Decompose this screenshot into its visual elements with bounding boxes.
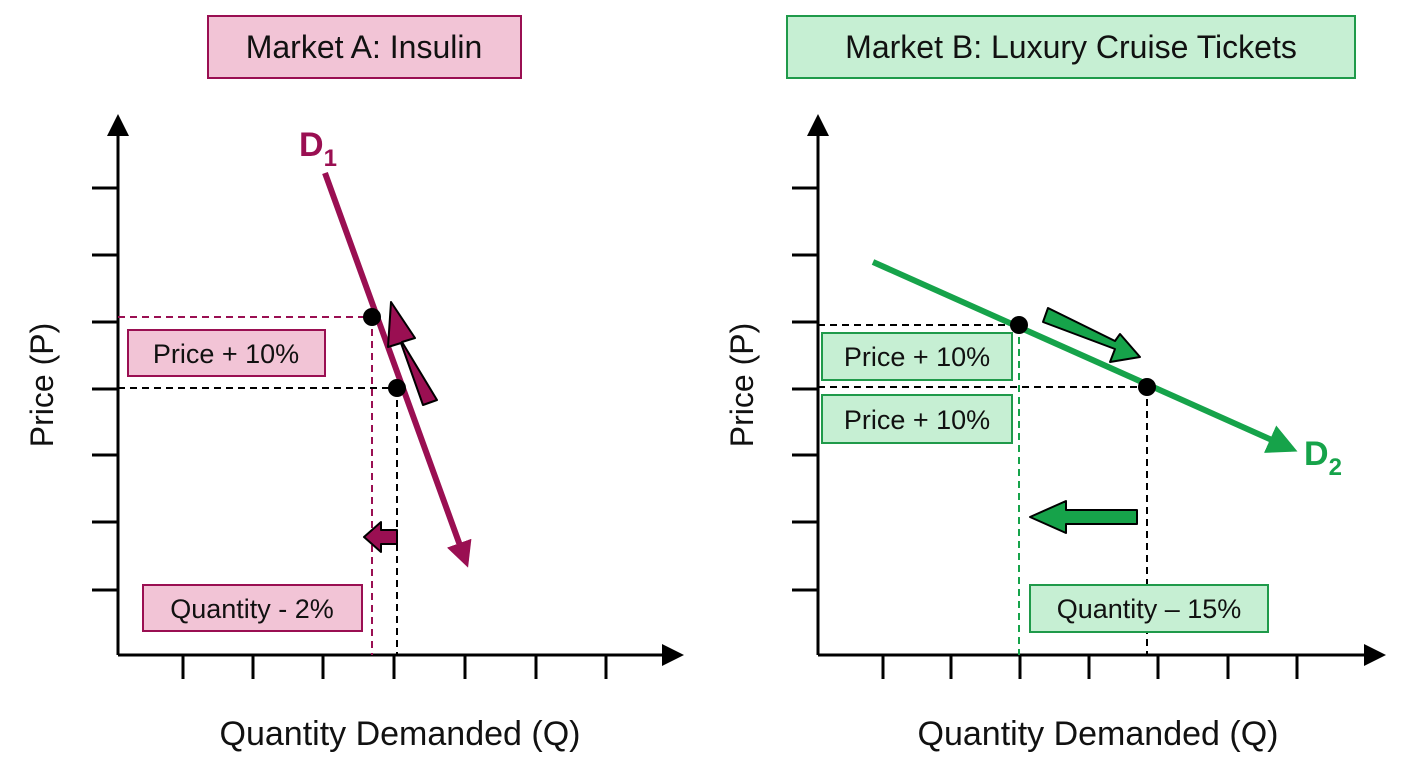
market-a-point-low-price [388, 379, 406, 397]
market-a-point-high-price [363, 308, 381, 326]
market-b-x-axis-label: Quantity Demanded (Q) [918, 715, 1279, 753]
market-b-demand-curve [871, 259, 1298, 453]
market-b-quantity-decrease-arrow [1029, 500, 1138, 534]
market-a-price-increase-arrow [387, 301, 438, 406]
market-b-point-low-price [1138, 378, 1156, 396]
market-a-title: Market A: Insulin [246, 29, 483, 65]
market-b-quantity-label-box [1029, 584, 1269, 633]
market-b-price-label-top: Price + 10% [844, 342, 990, 372]
market-b-title-box [786, 15, 1356, 79]
market-b-price-label-bottom: Price + 10% [844, 405, 990, 435]
market-b-y-ticks [792, 186, 818, 592]
market-b-y-axis-label: Price (P) [724, 323, 760, 447]
market-b-point-high-price [1010, 316, 1028, 334]
market-a-quantity-decrease-arrow [363, 521, 398, 553]
market-b-curve-label: D2 [1304, 435, 1342, 481]
market-a-curve-label: D1 [299, 126, 337, 172]
market-b-price-label-bottom-box [821, 394, 1013, 444]
market-a-panel: Market A: Insulin Price (P) Quantity Dem… [24, 15, 684, 753]
market-a-quantity-label-box [142, 584, 363, 632]
market-a-x-ticks [181, 655, 608, 679]
market-a-y-axis-label: Price (P) [24, 323, 60, 447]
market-a-x-axis-label: Quantity Demanded (Q) [220, 715, 581, 753]
market-a-title-box [207, 15, 522, 79]
market-a-quantity-label: Quantity - 2% [170, 594, 334, 624]
market-b-price-label-top-box [821, 332, 1013, 381]
market-a-y-ticks [92, 186, 118, 592]
market-b-title: Market B: Luxury Cruise Tickets [845, 29, 1297, 65]
market-a-price-label-box [127, 329, 326, 377]
market-b-panel: Market B: Luxury Cruise Tickets Price (P… [724, 15, 1386, 753]
market-b-quantity-label: Quantity – 15% [1057, 594, 1242, 624]
market-a-price-label: Price + 10% [153, 339, 299, 369]
market-a-demand-curve [322, 171, 472, 568]
market-b-movement-arrow [1042, 307, 1141, 363]
market-b-x-ticks [881, 655, 1299, 679]
